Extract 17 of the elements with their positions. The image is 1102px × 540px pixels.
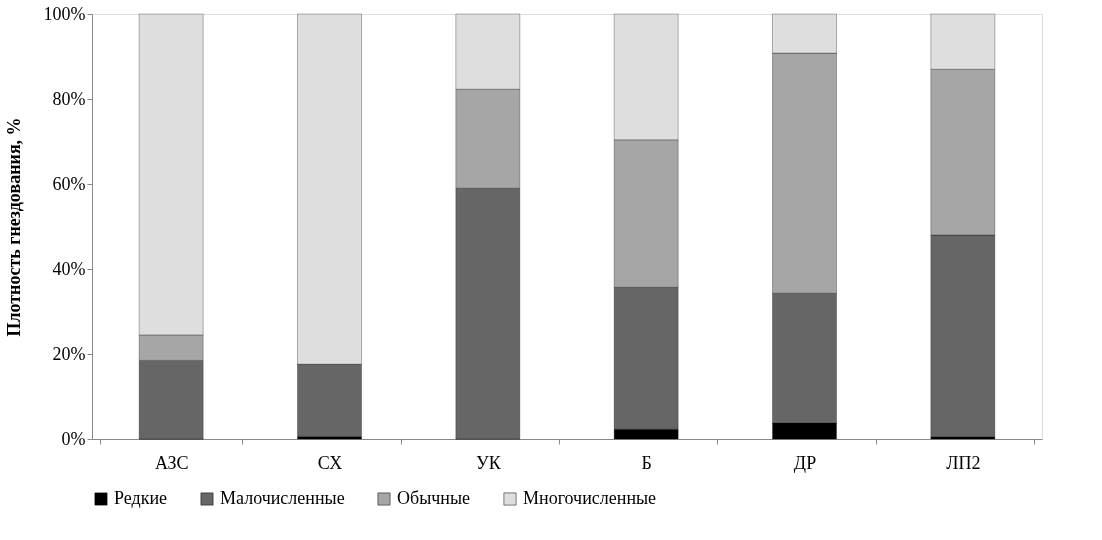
y-axis-title: Плотность гнездования, % [3,117,24,337]
y-tick-label: 40% [52,258,86,279]
y-tick-label: 20% [52,343,86,364]
y-tick-label: 80% [52,88,86,109]
x-tick-label: ЛП2 [946,452,981,473]
y-tick-label: 100% [43,3,86,24]
x-tick-label: АЗС [154,452,189,473]
legend-label: Малочисленные [220,488,345,508]
legend-label: Редкие [114,488,168,508]
y-tick-label: 0% [61,428,86,449]
legend-label: Обычные [397,488,471,508]
x-tick-label: СХ [317,452,343,473]
x-tick-label: УК [475,452,502,473]
x-tick-label: Б [641,452,652,473]
y-tick-label: 60% [52,173,86,194]
legend-label: Многочисленные [523,488,657,508]
x-tick-label: ДР [793,452,817,473]
